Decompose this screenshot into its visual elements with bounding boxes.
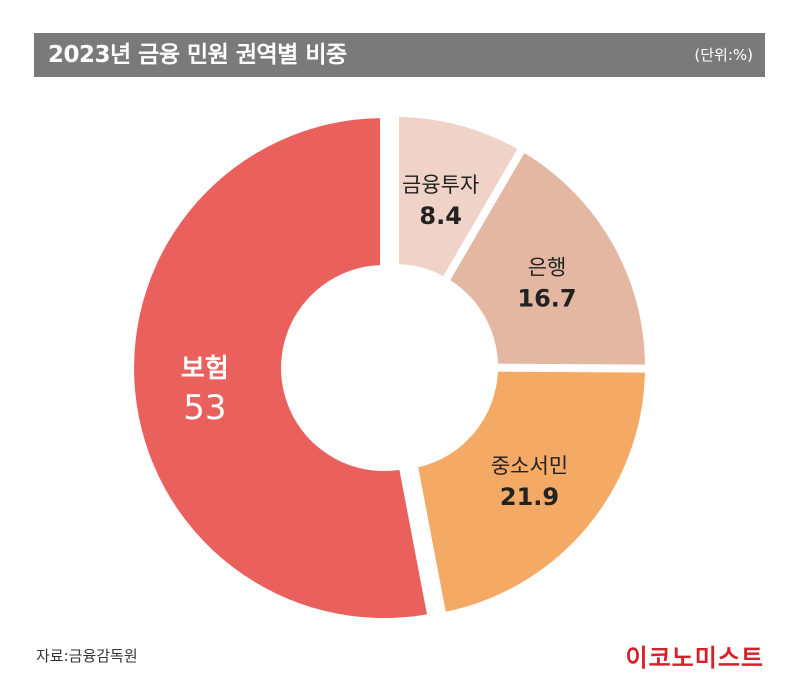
slice-value-2: 16.7 — [517, 284, 576, 312]
slice-1 — [398, 117, 518, 277]
slice-value-1: 8.4 — [419, 202, 462, 230]
slice-label-4: 보험 — [181, 354, 229, 384]
chart-title: 2023년 금융 민원 권역별 비중 — [48, 42, 347, 68]
slice-label-2: 은행 — [528, 255, 567, 279]
slice-label-1: 금융투자 — [402, 173, 479, 197]
slice-3 — [418, 371, 645, 612]
slice-value-3: 21.9 — [500, 483, 559, 511]
unit-label: (단위:%) — [694, 46, 753, 64]
brand-logo: 이코노미스트 — [625, 644, 764, 672]
slice-2 — [450, 153, 645, 365]
slice-label-3: 중소서민 — [491, 454, 568, 478]
slice-value-4: 53 — [183, 388, 226, 428]
slice-4 — [134, 118, 427, 619]
title-bar: 2023년 금융 민원 권역별 비중 (단위:%) — [34, 33, 765, 77]
source-note: 자료:금융감독원 — [36, 647, 138, 665]
